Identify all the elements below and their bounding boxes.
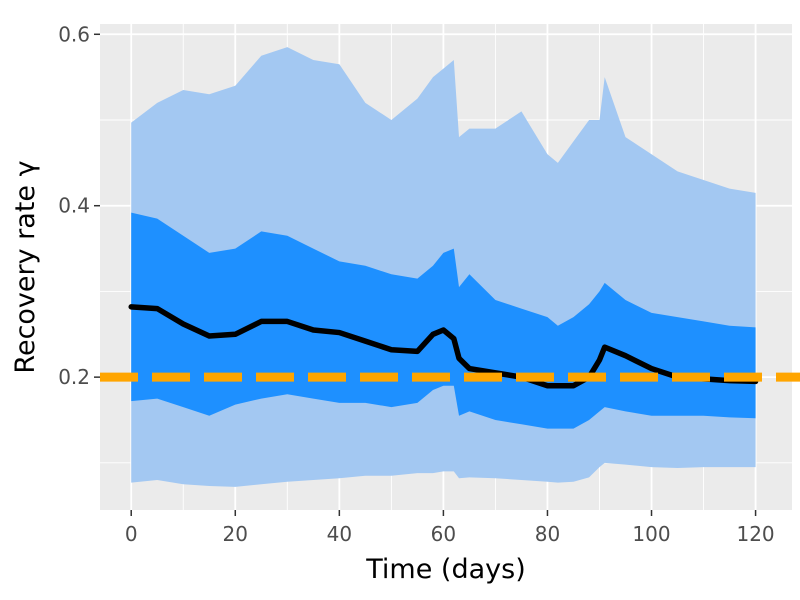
x-tick-label: 60 [431, 522, 456, 546]
y-tick-label: 0.6 [58, 22, 90, 46]
x-tick-label: 40 [327, 522, 352, 546]
x-tick-label: 120 [736, 522, 774, 546]
y-tick-label: 0.4 [58, 194, 90, 218]
x-tick-label: 0 [125, 522, 138, 546]
x-tick-label: 20 [223, 522, 248, 546]
y-axis-title: Recovery rate γ [10, 160, 41, 373]
axes: 0 20 40 60 80 100 120 0.2 0.4 0.6 [58, 22, 774, 546]
x-tick-label: 80 [535, 522, 560, 546]
median-line [128, 304, 759, 389]
x-axis-title: Time (days) [365, 554, 525, 585]
x-tick-label: 100 [632, 522, 670, 546]
lines [100, 304, 800, 389]
y-tick-label: 0.2 [58, 365, 90, 389]
